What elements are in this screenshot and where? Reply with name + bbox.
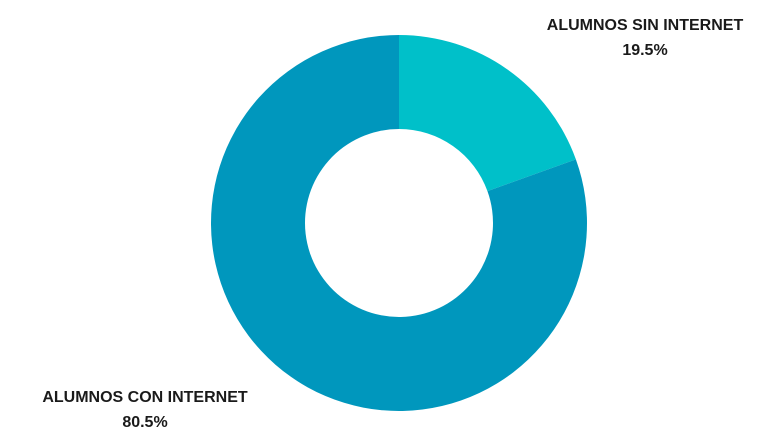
slice-label-name: ALUMNOS CON INTERNET bbox=[42, 389, 248, 406]
slice-label-value: 19.5% bbox=[622, 42, 667, 59]
slice-label-value: 80.5% bbox=[122, 414, 167, 430]
slice-label-name: ALUMNOS SIN INTERNET bbox=[547, 17, 744, 34]
donut-slice-con-internet bbox=[210, 35, 587, 411]
donut-slice-sin-internet bbox=[399, 35, 576, 192]
slice-label-sin-internet: ALUMNOS SIN INTERNET 19.5% bbox=[547, 17, 744, 59]
donut-slices bbox=[210, 35, 587, 411]
slice-label-con-internet: ALUMNOS CON INTERNET 80.5% bbox=[42, 389, 248, 430]
